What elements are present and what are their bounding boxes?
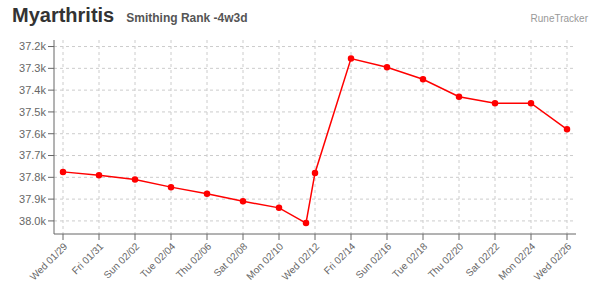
svg-text:Sat 02/08: Sat 02/08 (211, 240, 250, 279)
svg-text:37.5k: 37.5k (19, 106, 46, 118)
svg-text:37.6k: 37.6k (19, 128, 46, 140)
svg-text:Wed 02/12: Wed 02/12 (280, 240, 322, 282)
svg-text:Mon 02/10: Mon 02/10 (244, 240, 286, 282)
svg-text:37.2k: 37.2k (19, 40, 46, 52)
svg-text:Thu 02/20: Thu 02/20 (426, 240, 466, 280)
svg-text:Sun 02/16: Sun 02/16 (353, 240, 393, 280)
svg-text:38.0k: 38.0k (19, 215, 46, 227)
svg-text:Mon 02/24: Mon 02/24 (496, 240, 538, 282)
svg-text:Tue 02/18: Tue 02/18 (390, 240, 430, 280)
html-text:Myarthritis: Myarthritis (12, 4, 115, 26)
svg-text:37.3k: 37.3k (19, 62, 46, 74)
svg-text:Sat 02/22: Sat 02/22 (463, 240, 502, 279)
html-text:Smithing Rank -4w3d: Smithing Rank -4w3d (126, 11, 248, 25)
svg-text:37.9k: 37.9k (19, 193, 46, 205)
html-text:RuneTracker: RuneTracker (530, 13, 588, 24)
svg-text:Thu 02/06: Thu 02/06 (174, 240, 214, 280)
svg-text:Sun 02/02: Sun 02/02 (101, 240, 141, 280)
svg-text:37.7k: 37.7k (19, 149, 46, 161)
svg-text:Fri 02/14: Fri 02/14 (322, 240, 358, 276)
svg-text:37.4k: 37.4k (19, 84, 46, 96)
svg-text:Wed 02/26: Wed 02/26 (532, 240, 574, 282)
svg-text:Wed 01/29: Wed 01/29 (28, 240, 70, 282)
svg-text:Fri 01/31: Fri 01/31 (70, 240, 106, 276)
svg-text:37.8k: 37.8k (19, 171, 46, 183)
svg-text:Tue 02/04: Tue 02/04 (138, 240, 178, 280)
